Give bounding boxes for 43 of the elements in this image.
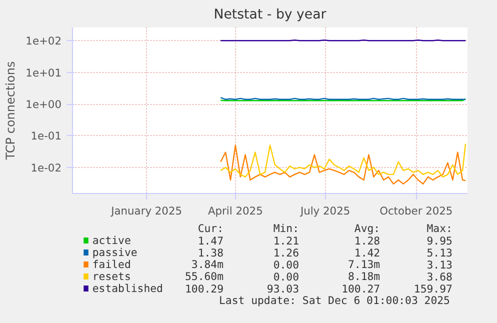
text: 1.42 — [354, 246, 380, 260]
x-tick-label: July 2025 — [299, 204, 350, 218]
text: 1.21 — [273, 234, 300, 248]
text: 100.27 — [342, 282, 380, 296]
x-tick-label: April 2025 — [208, 204, 263, 218]
legend-label: established — [92, 282, 163, 295]
text: 5.13 — [426, 246, 452, 260]
text: 1.38 — [198, 246, 224, 260]
y-axis-title: TCP connections — [4, 61, 18, 161]
text: 55.60m — [185, 270, 224, 283]
text: 100.29 — [185, 282, 224, 296]
text: 7.13m — [348, 258, 380, 271]
text: 3.84m — [191, 258, 224, 271]
legend-label: active — [92, 234, 131, 247]
text: 1.47 — [198, 234, 224, 248]
text: Last update: Sat Dec 6 01:00:03 2025 — [218, 294, 450, 307]
legend-label: passive — [92, 246, 138, 259]
text: Cur: — [198, 222, 224, 235]
legend-label: resets — [92, 270, 131, 283]
y-tick-label: 1e-01 — [30, 130, 62, 143]
text: Max: — [426, 222, 452, 235]
line-series — [220, 144, 466, 185]
y-tick-label: 1e-02 — [30, 161, 62, 174]
y-tick-label: 1e+02 — [26, 34, 62, 48]
text: 9.95 — [426, 234, 452, 248]
x-tick-label: October 2025 — [380, 204, 453, 218]
text: 1.28 — [354, 234, 380, 248]
legend-label: failed — [92, 258, 131, 271]
text: Min: — [273, 222, 300, 235]
chart-title: Netstat - by year — [214, 8, 327, 22]
text: 0.00 — [273, 258, 300, 272]
text: 1.26 — [273, 246, 300, 260]
text: 8.18m — [348, 270, 380, 283]
text: 0.00 — [273, 270, 300, 284]
line-series — [220, 143, 466, 178]
text: Avg: — [354, 222, 380, 235]
text: 159.97 — [414, 282, 452, 296]
text: 3.13 — [426, 258, 452, 272]
text: 93.03 — [266, 282, 300, 296]
y-tick-label: 1e+00 — [26, 98, 62, 112]
y-tick-label: 1e+01 — [26, 66, 62, 80]
x-tick-label: January 2025 — [110, 204, 182, 218]
text: 3.68 — [426, 270, 452, 284]
